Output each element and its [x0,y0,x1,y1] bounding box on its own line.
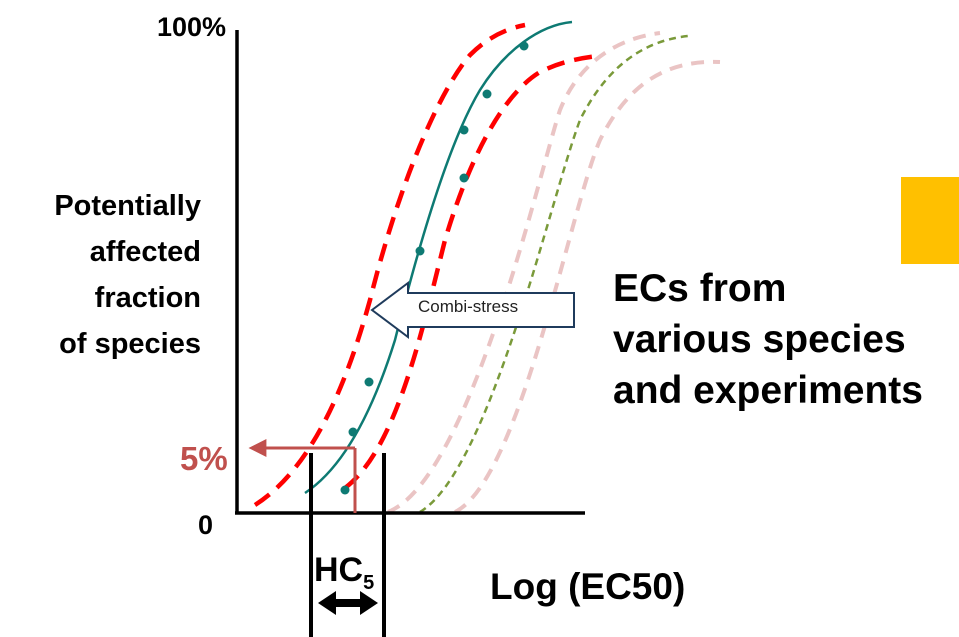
y-tick-100: 100% [157,12,227,42]
y-axis-label-line: Potentially [54,190,201,222]
data-point [348,427,358,437]
ec-label-line: and experiments [613,369,923,412]
hc5-label-main: HC [314,551,364,589]
hc5-label-subscript: 5 [363,571,375,594]
threshold-label: 5% [180,440,228,477]
y-axis-label-line: affected [89,236,201,268]
y-tick-0: 0 [198,510,214,540]
ec-label: ECs from various species and experiments [613,263,923,416]
ec-label-line: ECs from [613,267,787,310]
combi-stress-label: Combi-stress [418,297,519,316]
data-point [415,246,425,256]
data-point [459,125,469,135]
shifted-curve [419,34,689,514]
y-axis-label-line: of species [59,328,201,360]
x-axis-label: Log (EC50) [490,566,686,607]
data-point [364,377,374,387]
y-axis-label-line: fraction [94,282,201,314]
hc5-label: HC5 [314,550,374,603]
faded-curve-2 [454,59,721,514]
data-point [482,89,492,99]
ec-label-line: various species [613,318,906,361]
data-point [340,485,350,495]
accent-block [901,177,959,264]
data-point [459,173,469,183]
combi-stress-arrow [370,281,575,339]
confidence-band-upper [253,22,526,507]
data-point [519,41,529,51]
hc5-double-arrow [318,591,378,615]
confidence-band-lower [343,53,599,490]
y-axis-label: Potentially affected fraction of species [0,183,201,367]
